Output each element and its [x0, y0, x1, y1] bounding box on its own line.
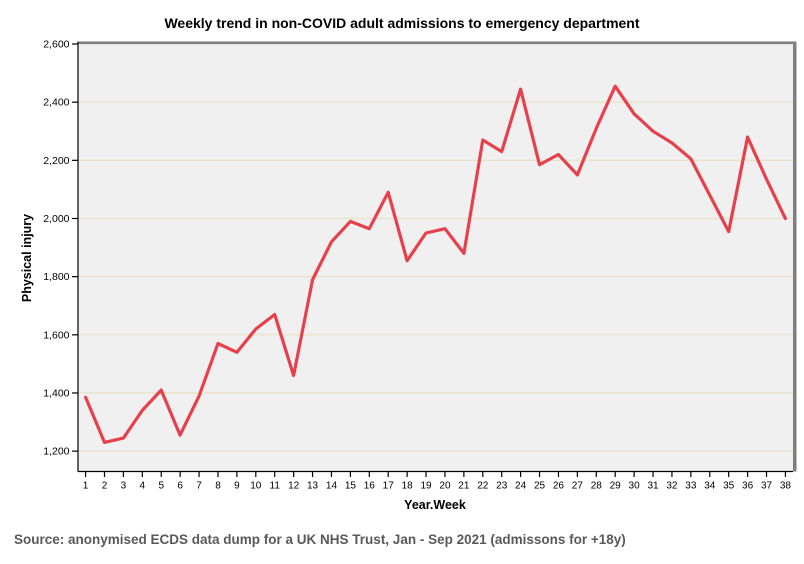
x-tick-label: 34 — [704, 481, 716, 492]
y-tick-label: 1,400 — [43, 387, 69, 399]
x-tick-label: 25 — [534, 481, 546, 492]
x-tick-label: 4 — [140, 481, 146, 492]
x-tick-label: 35 — [723, 481, 735, 492]
x-tick-label: 1 — [83, 481, 89, 492]
chart-title: Weekly trend in non-COVID adult admissio… — [164, 15, 640, 31]
trend-line — [83, 84, 788, 444]
x-tick-label: 7 — [196, 481, 202, 492]
y-tick-label: 2,600 — [43, 39, 69, 51]
x-tick-label: 30 — [629, 481, 641, 492]
x-tick-label: 14 — [326, 481, 338, 492]
y-tick-label: 1,600 — [43, 329, 69, 341]
x-tick-label: 6 — [177, 481, 183, 492]
x-tick-label: 31 — [647, 481, 659, 492]
y-tick-label: 2,000 — [43, 213, 69, 225]
x-tick-label: 5 — [158, 481, 164, 492]
x-tick-label: 24 — [515, 481, 527, 492]
x-tick-label: 33 — [685, 481, 697, 492]
x-tick-label: 11 — [270, 481, 281, 492]
x-tick-label: 12 — [288, 481, 300, 492]
x-axis-title: Year.Week — [404, 498, 466, 512]
x-tick-label: 2 — [102, 481, 108, 492]
x-tick-label: 27 — [572, 481, 584, 492]
x-tick-label: 36 — [742, 481, 754, 492]
x-tick-label: 16 — [364, 481, 376, 492]
y-tick-label: 2,200 — [43, 155, 69, 167]
x-tick-label: 9 — [234, 481, 240, 492]
x-tick-label: 15 — [345, 481, 357, 492]
y-tick-label: 2,400 — [43, 97, 69, 109]
x-tick-label: 10 — [250, 481, 262, 492]
x-tick-label: 28 — [591, 481, 603, 492]
x-tick-label: 17 — [383, 481, 395, 492]
y-tick-label: 1,200 — [43, 446, 69, 458]
x-tick-label: 23 — [496, 481, 508, 492]
x-tick-label: 32 — [666, 481, 678, 492]
plot-frame-right — [793, 41, 797, 472]
x-tick-label: 22 — [477, 481, 489, 492]
x-tick-label: 21 — [458, 481, 470, 492]
plot-frame-top — [78, 41, 797, 44]
x-tick-label: 18 — [402, 481, 414, 492]
source-note: Source: anonymised ECDS data dump for a … — [14, 532, 626, 547]
x-tick-label: 38 — [780, 481, 792, 492]
x-tick-label: 37 — [761, 481, 773, 492]
x-tick-label: 8 — [215, 481, 221, 492]
x-tick-label: 29 — [610, 481, 622, 492]
plot-area — [78, 44, 793, 472]
y-axis-title: Physical injury — [20, 213, 34, 303]
y-tick-label: 1,800 — [43, 271, 69, 283]
x-tick-label: 3 — [121, 481, 127, 492]
x-tick-label: 20 — [439, 481, 451, 492]
x-tick-label: 19 — [420, 481, 432, 492]
x-tick-label: 26 — [553, 481, 565, 492]
x-tick-label: 13 — [307, 481, 319, 492]
